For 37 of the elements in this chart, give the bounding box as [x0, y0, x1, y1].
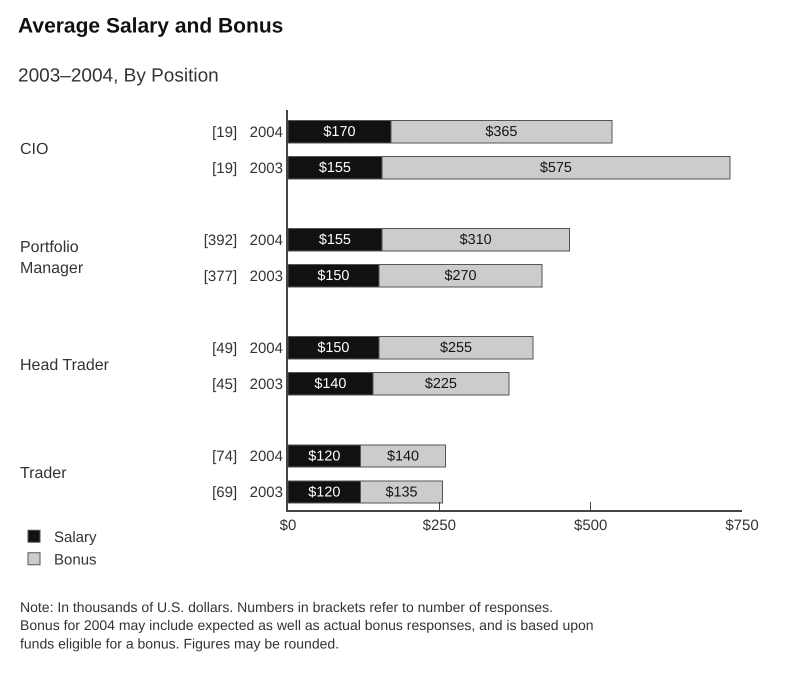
y-tick-label: [392] 2004 [204, 232, 283, 249]
y-tick-label: [49] 2004 [212, 340, 283, 358]
data-label: $140 [386, 448, 420, 464]
data-label: $365 [485, 124, 518, 140]
data-label: $575 [540, 160, 572, 176]
chart-title: Average Salary and Bonus [18, 14, 284, 38]
data-label: $310 [460, 232, 492, 248]
x-tick-label: $750 [725, 517, 759, 534]
legend-label: Salary [54, 529, 98, 546]
data-label: $270 [444, 268, 477, 284]
y-tick-label: [19] 2003 [212, 160, 283, 177]
data-label: $140 [314, 376, 346, 392]
y-tick-label: [19] 2004 [212, 124, 283, 141]
y-tick-label: [74] 2004 [212, 448, 283, 466]
x-tick-label: $0 [280, 517, 296, 534]
data-label: $225 [424, 376, 457, 392]
data-label: $150 [317, 340, 350, 356]
text: CIO [20, 141, 48, 158]
text: Trader [20, 465, 68, 482]
text: 2003–2004, By Position [18, 65, 219, 86]
x-tick-label: $500 [574, 517, 608, 534]
data-label: $155 [318, 232, 351, 248]
text: Head Trader [20, 357, 110, 374]
data-label: $255 [440, 340, 472, 356]
y-tick-label: [377] 2003 [204, 268, 283, 286]
data-label: $155 [318, 160, 351, 176]
data-label: $150 [317, 268, 350, 284]
data-label: $120 [308, 448, 340, 464]
text: Note: In thousands of U.S. dollars. Numbers in brackets refer to number of responses. Bonus for 2004 may include expected as well as actual bonus responses, and is based upon funds eligible for a bonus. Figures may be rounded. [20, 599, 594, 652]
y-tick-label: [69] 2003 [212, 484, 283, 502]
data-label: $120 [308, 484, 340, 500]
x-tick-label: $250 [422, 517, 456, 534]
y-tick-label: [45] 2003 [212, 376, 283, 394]
legend-label: Bonus [54, 552, 97, 569]
text: Portfolio Manager [20, 239, 84, 277]
data-label: $170 [323, 124, 356, 140]
data-label: $135 [385, 484, 418, 500]
